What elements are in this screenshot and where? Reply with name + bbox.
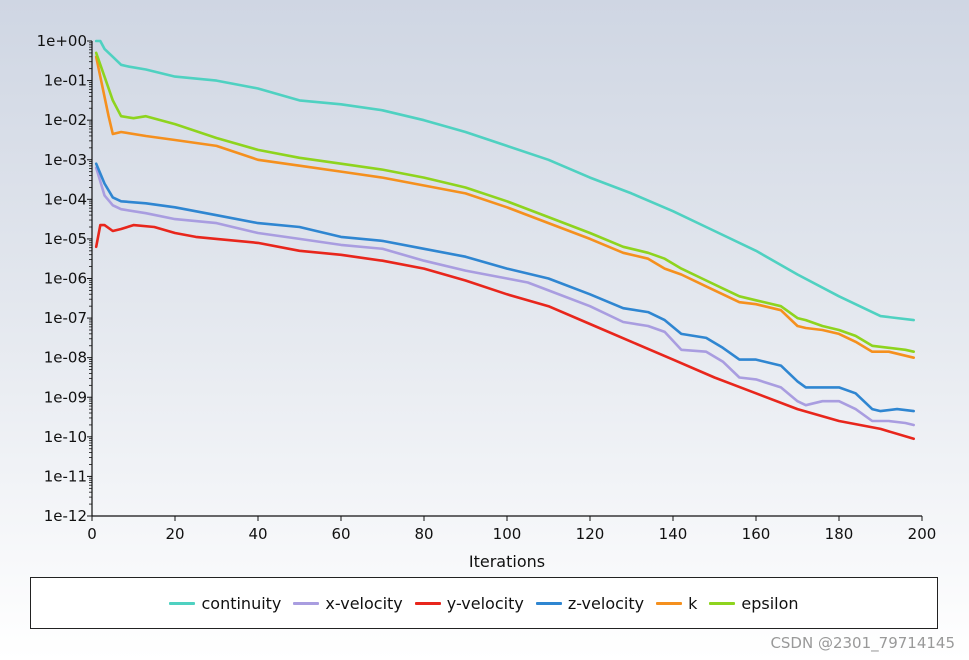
legend-swatch	[293, 601, 320, 605]
series-line-y-velocity	[94, 223, 915, 441]
x-tick-label: 140	[659, 525, 688, 543]
legend-label: z-velocity	[567, 593, 645, 613]
y-tick-label: 1e-04	[44, 190, 87, 208]
x-tick-label: 20	[165, 525, 184, 543]
series-line-x-velocity	[94, 166, 915, 427]
legend-swatch	[169, 601, 196, 605]
series-line-continuity	[94, 39, 915, 322]
legend-item-x-velocity: x-velocity	[293, 593, 403, 613]
series-layer	[94, 39, 915, 441]
x-tick-label: 160	[742, 525, 771, 543]
x-tick-label: 180	[825, 525, 854, 543]
legend-label: x-velocity	[325, 593, 403, 613]
x-tick-label: 40	[248, 525, 267, 543]
legend-swatch	[656, 601, 683, 605]
legend-item-z-velocity: z-velocity	[535, 593, 645, 613]
y-tick-label: 1e-03	[44, 151, 87, 169]
x-tick-label: 0	[87, 525, 97, 543]
legend: continuity x-velocity y-velocity z-velocity…	[30, 577, 938, 629]
y-tick-label: 1e-11	[44, 467, 87, 485]
watermark: CSDN @2301_79714145	[770, 634, 955, 652]
legend-swatch	[709, 601, 736, 605]
x-tick-label: 100	[493, 525, 522, 543]
y-tick-label: 1e-02	[44, 111, 87, 129]
y-tick-label: 1e-01	[44, 72, 87, 90]
x-axis-label: Iterations	[469, 552, 545, 571]
legend-label: k	[688, 593, 698, 613]
residuals-chart: 0 20 40 60 80 100 120 140 160 180 200 1e+00 1e-01 1e-…	[37, 32, 937, 571]
legend-item-k: k	[656, 594, 697, 613]
legend-label: y-velocity	[446, 593, 524, 613]
legend-item-continuity: continuity	[169, 594, 281, 613]
chart-axes: 0 20 40 60 80 100 120 140 160 180 200 1e+00 1e-01 1e-…	[37, 32, 937, 543]
y-tick-label: 1e-07	[44, 309, 87, 327]
legend-label: continuity	[201, 593, 282, 613]
x-tick-label: 120	[576, 525, 605, 543]
legend-label: epsilon	[741, 593, 799, 613]
legend-item-epsilon: epsilon	[709, 593, 799, 613]
y-tick-label: 1e-06	[44, 270, 87, 288]
y-tick-label: 1e+00	[37, 32, 87, 50]
x-tick-label: 80	[414, 525, 433, 543]
y-tick-label: 1e-08	[44, 349, 87, 367]
legend-item-y-velocity: y-velocity	[414, 593, 524, 613]
y-tick-label: 1e-10	[44, 428, 87, 446]
legend-swatch	[535, 601, 562, 605]
y-tick-label: 1e-09	[44, 388, 87, 406]
series-line-k	[94, 55, 915, 359]
x-tick-label: 200	[908, 525, 937, 543]
y-tick-label: 1e-12	[44, 507, 87, 525]
series-line-z-velocity	[94, 162, 915, 413]
x-tick-label: 60	[331, 525, 350, 543]
legend-swatch	[414, 601, 441, 605]
y-tick-label: 1e-05	[44, 230, 87, 248]
series-line-epsilon	[94, 51, 915, 353]
